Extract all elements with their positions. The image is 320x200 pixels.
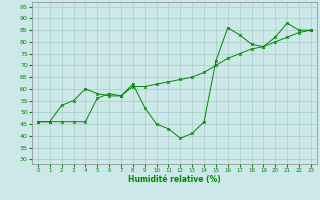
X-axis label: Humidité relative (%): Humidité relative (%) (128, 175, 221, 184)
